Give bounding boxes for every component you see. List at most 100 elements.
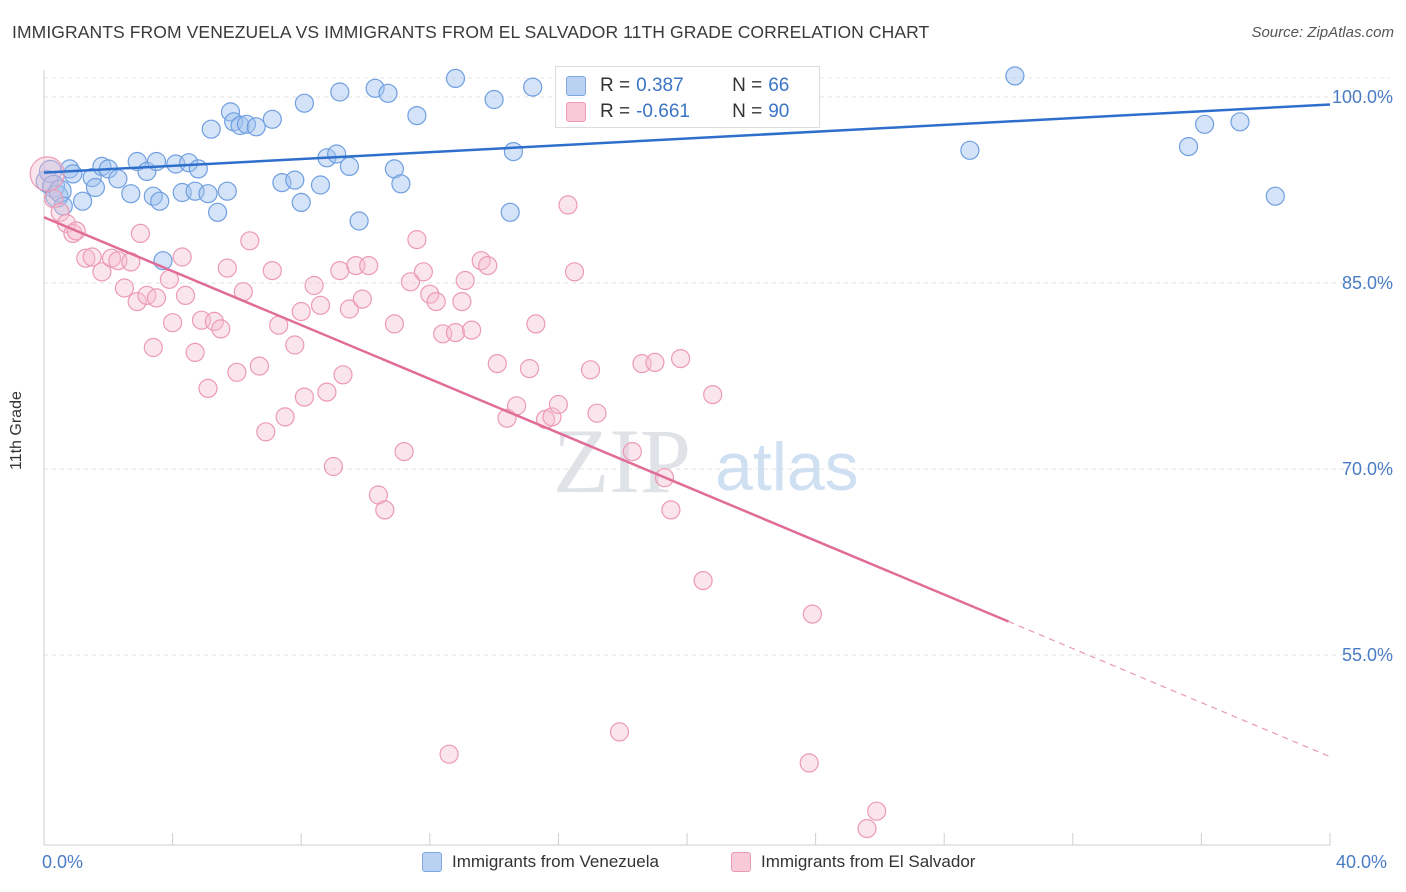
- elsalvador-point: [339, 299, 359, 319]
- venezuela-point: [201, 119, 221, 139]
- elsalvador-point: [323, 456, 343, 477]
- elsalvador-point: [455, 270, 475, 291]
- venezuela-r-value: 0.387: [636, 75, 684, 96]
- elsalvador-point: [114, 278, 135, 298]
- venezuela-point: [198, 184, 218, 204]
- venezuela-point: [127, 151, 147, 172]
- elsalvador-trend-extension: [1008, 620, 1331, 758]
- elsalvador-point: [609, 722, 630, 742]
- y-tick-label: 100.0%: [1332, 87, 1393, 107]
- venezuela-point: [291, 192, 311, 212]
- elsalvador-n-value: 90: [768, 101, 790, 122]
- elsalvador-point: [172, 247, 192, 267]
- venezuela-point: [262, 109, 282, 129]
- elsalvador-point: [703, 385, 723, 405]
- elsalvador-point: [645, 352, 665, 372]
- elsalvador-point: [439, 744, 459, 764]
- venezuela-point: [330, 82, 350, 102]
- elsalvador-point: [452, 292, 472, 312]
- venezuela-point: [1178, 137, 1199, 157]
- y-tick-label: 70.0%: [1342, 459, 1393, 479]
- elsalvador-point: [661, 500, 681, 520]
- legend-item-venezuela[interactable]: Immigrants from Venezuela: [422, 852, 659, 872]
- venezuela-point: [72, 191, 93, 211]
- venezuela-trend-line: [43, 103, 1331, 174]
- elsalvador-point: [130, 223, 150, 243]
- elsalvador-point: [580, 360, 601, 380]
- venezuela-point: [391, 174, 411, 194]
- elsalvador-point: [240, 231, 260, 251]
- elsalvador-point: [670, 349, 691, 369]
- elsalvador-point: [185, 342, 205, 362]
- elsalvador-point: [204, 311, 224, 331]
- elsalvador-point: [799, 753, 819, 773]
- elsalvador-point: [304, 275, 324, 296]
- venezuela-point: [378, 83, 398, 103]
- elsalvador-point: [333, 365, 353, 385]
- watermark-zip: ZIP: [553, 410, 691, 512]
- elsalvador-point: [867, 801, 887, 821]
- legend-swatch-elsalvador: [731, 852, 751, 872]
- venezuela-point: [208, 202, 228, 222]
- elsalvador-point: [310, 295, 331, 315]
- elsalvador-point: [400, 272, 421, 292]
- elsalvador-point: [548, 394, 569, 415]
- venezuela-point: [63, 164, 83, 184]
- venezuela-point: [85, 177, 106, 198]
- legend-label-elsalvador: Immigrants from El Salvador: [761, 852, 976, 871]
- x-tick-label-min: 0.0%: [42, 852, 84, 872]
- venezuela-point: [246, 117, 266, 137]
- elsalvador-point: [394, 442, 414, 462]
- elsalvador-point: [413, 262, 433, 282]
- venezuela-point: [1230, 112, 1250, 132]
- elsalvador-point: [622, 442, 642, 462]
- elsalvador-point: [198, 378, 218, 398]
- elsalvador-point: [426, 292, 446, 312]
- elsalvador-point: [211, 319, 231, 339]
- venezuela-point: [484, 89, 504, 110]
- axes: [43, 70, 1331, 846]
- grid-lines: [44, 77, 1390, 656]
- venezuela-point: [339, 156, 359, 176]
- venezuela-point: [1005, 66, 1025, 86]
- elsalvador-point: [317, 382, 337, 402]
- elsalvador-point: [294, 387, 314, 407]
- elsalvador-point: [445, 323, 466, 343]
- elsalvador-point: [542, 407, 562, 427]
- elsalvador-point: [227, 362, 247, 382]
- legend-label-venezuela: Immigrants from Venezuela: [452, 852, 659, 871]
- elsalvador-point: [92, 262, 112, 282]
- venezuela-point: [1265, 186, 1285, 206]
- venezuela-point: [523, 77, 543, 97]
- trend-lines: [43, 103, 1331, 758]
- elsalvador-point: [82, 247, 102, 267]
- venezuela-point: [503, 142, 524, 162]
- venezuela-point: [407, 105, 427, 126]
- elsalvador-point: [76, 248, 96, 268]
- venezuela-point: [500, 202, 520, 222]
- elsalvador-point: [857, 818, 877, 839]
- elsalvador-r-value: -0.661: [636, 101, 690, 122]
- elsalvador-point: [285, 335, 305, 355]
- venezuela-swatch: [566, 76, 586, 96]
- venezuela-point: [108, 169, 128, 189]
- y-tick-label: 55.0%: [1342, 645, 1393, 665]
- venezuela-point: [143, 186, 163, 206]
- elsalvador-trend-line: [43, 216, 1009, 623]
- elsalvador-point: [175, 285, 196, 305]
- elsalvador-point: [558, 195, 578, 215]
- venezuela-point: [445, 68, 466, 89]
- elsalvador-point: [217, 258, 237, 278]
- venezuela-n-value: 66: [768, 75, 790, 96]
- venezuela-n-label: N =: [732, 75, 763, 96]
- legend-item-elsalvador[interactable]: Immigrants from El Salvador: [731, 852, 975, 872]
- venezuela-point: [150, 191, 170, 211]
- elsalvador-point: [359, 256, 379, 276]
- elsalvador-point: [478, 256, 498, 276]
- elsalvador-point: [375, 500, 395, 520]
- elsalvador-point: [29, 156, 65, 192]
- elsalvador-point: [249, 356, 269, 376]
- legend-swatch-venezuela: [422, 852, 442, 872]
- venezuela-point: [1194, 114, 1215, 134]
